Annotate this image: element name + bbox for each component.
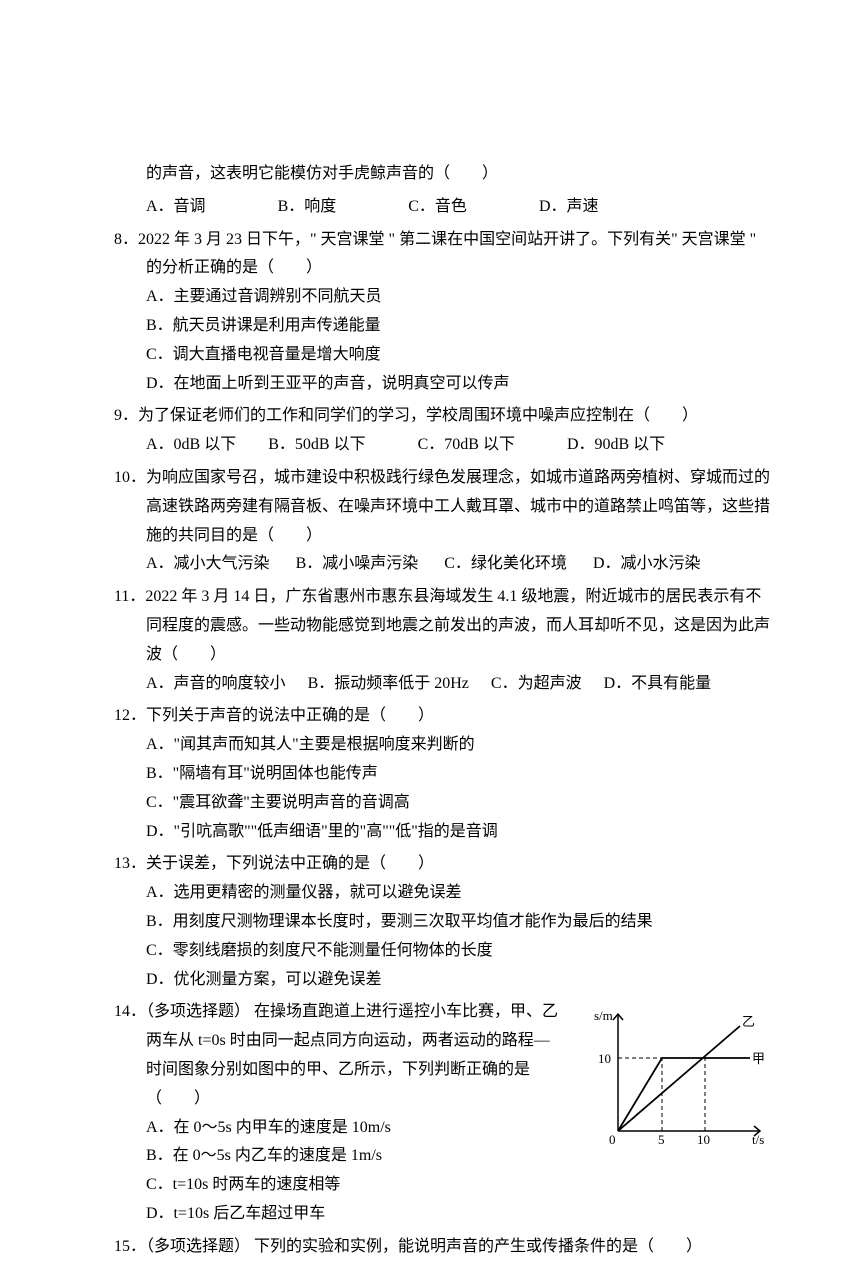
q10-stem: 10．为响应国家号召，城市建设中积极践行绿色发展理念，如城市道路两旁植树、穿城而… [114,464,770,550]
q13-option-c: C．零刻线磨损的刻度尺不能测量任何物体的长度 [146,937,770,966]
question-7-continuation: 的声音，这表明它能模仿对手虎鲸声音的（ ） A．音调 B．响度 C．音色 D．声… [90,160,770,222]
q8-option-d: D．在地面上听到王亚平的声音，说明真空可以传声 [146,370,770,399]
q14-option-a: A．在 0～5s 内甲车的速度是 10m/s [146,1114,560,1143]
chart-series-jia-label: 甲 [752,1051,765,1066]
q9-options: A．0dB 以下 B．50dB 以下 C．70dB 以下 D．90dB 以下 [146,431,770,460]
q11-option-d: D．不具有能量 [604,670,712,699]
question-10: 10．为响应国家号召，城市建设中积极践行绿色发展理念，如城市道路两旁植树、穿城而… [90,464,770,579]
q13-option-d: D．优化测量方案，可以避免误差 [146,966,770,995]
line-chart-svg: s/m t/s 10 5 10 0 甲 乙 [590,1006,770,1146]
q7-tail: 的声音，这表明它能模仿对手虎鲸声音的（ ） [146,160,770,189]
chart-y-tick-10: 10 [598,1051,611,1066]
q8-option-b: B．航天员讲课是利用声传递能量 [146,312,770,341]
q9-option-a: A．0dB 以下 [146,431,236,460]
question-9: 9．为了保证老师们的工作和同学们的学习，学校周围环境中噪声应控制在（ ） A．0… [90,402,770,460]
question-8: 8．2022 年 3 月 23 日下午，" 天宫课堂 " 第二课在中国空间站开讲… [90,226,770,399]
question-14: 14．（多项选择题） 在操场直跑道上进行遥控小车比赛，甲、乙两车从 t=0s 时… [90,998,770,1228]
chart-x-axis-label: t/s [752,1132,764,1146]
q9-stem: 9．为了保证老师们的工作和同学们的学习，学校周围环境中噪声应控制在（ ） [114,402,770,431]
q9-option-b: B．50dB 以下 [268,431,365,460]
q13-option-a: A．选用更精密的测量仪器，就可以避免误差 [146,879,770,908]
q8-option-c: C．调大直播电视音量是增大响度 [146,341,770,370]
q14-option-d: D．t=10s 后乙车超过甲车 [146,1200,560,1229]
q14-chart: s/m t/s 10 5 10 0 甲 乙 [590,1006,770,1146]
question-13: 13．关于误差，下列说法中正确的是（ ） A．选用更精密的测量仪器，就可以避免误… [90,850,770,994]
q12-option-d: D．"引吭高歌""低声细语"里的"高""低"指的是音调 [146,818,770,847]
chart-origin-label: 0 [609,1132,616,1146]
q13-option-b: B．用刻度尺测物理课本长度时，要测三次取平均值才能作为最后的结果 [146,908,770,937]
q10-option-d: D．减小水污染 [593,550,701,579]
question-12: 12．下列关于声音的说法中正确的是（ ） A．"闻其声而知其人"主要是根据响度来… [90,702,770,846]
chart-x-tick-10: 10 [697,1132,710,1146]
q11-options: A．声音的响度较小 B．振动频率低于 20Hz C．为超声波 D．不具有能量 [146,670,770,699]
q7-option-d: D．声速 [539,193,599,222]
q7-option-b: B．响度 [278,193,337,222]
q14-stem: 14．（多项选择题） 在操场直跑道上进行遥控小车比赛，甲、乙两车从 t=0s 时… [114,998,560,1113]
q11-option-c: C．为超声波 [491,670,582,699]
chart-x-tick-5: 5 [658,1132,665,1146]
q11-option-a: A．声音的响度较小 [146,670,286,699]
q14-option-b: B．在 0～5s 内乙车的速度是 1m/s [146,1142,560,1171]
q14-option-c: C．t=10s 时两车的速度相等 [146,1171,560,1200]
q11-option-b: B．振动频率低于 20Hz [308,670,469,699]
q13-stem: 13．关于误差，下列说法中正确的是（ ） [114,850,770,879]
chart-series-yi-label: 乙 [742,1014,755,1029]
q7-option-a: A．音调 [146,193,206,222]
q9-option-c: C．70dB 以下 [418,431,515,460]
q7-options: A．音调 B．响度 C．音色 D．声速 [146,193,770,222]
question-11: 11．2022 年 3 月 14 日，广东省惠州市惠东县海域发生 4.1 级地震… [90,583,770,698]
q12-option-a: A．"闻其声而知其人"主要是根据响度来判断的 [146,731,770,760]
q11-stem: 11．2022 年 3 月 14 日，广东省惠州市惠东县海域发生 4.1 级地震… [114,583,770,669]
q10-option-a: A．减小大气污染 [146,550,270,579]
q15-stem: 15．（多项选择题） 下列的实验和实例，能说明声音的产生或传播条件的是（ ） [114,1233,770,1261]
q8-option-a: A．主要通过音调辨别不同航天员 [146,283,770,312]
question-15: 15．（多项选择题） 下列的实验和实例，能说明声音的产生或传播条件的是（ ） [90,1233,770,1261]
q10-option-b: B．减小噪声污染 [296,550,419,579]
q8-stem: 8．2022 年 3 月 23 日下午，" 天宫课堂 " 第二课在中国空间站开讲… [114,226,770,284]
q12-option-b: B．"隔墙有耳"说明固体也能传声 [146,760,770,789]
q7-option-c: C．音色 [408,193,467,222]
q12-option-c: C．"震耳欲聋"主要说明声音的音调高 [146,789,770,818]
q12-stem: 12．下列关于声音的说法中正确的是（ ） [114,702,770,731]
q9-option-d: D．90dB 以下 [567,431,665,460]
chart-y-axis-label: s/m [594,1008,613,1023]
q10-options: A．减小大气污染 B．减小噪声污染 C．绿化美化环境 D．减小水污染 [146,550,770,579]
q10-option-c: C．绿化美化环境 [444,550,567,579]
